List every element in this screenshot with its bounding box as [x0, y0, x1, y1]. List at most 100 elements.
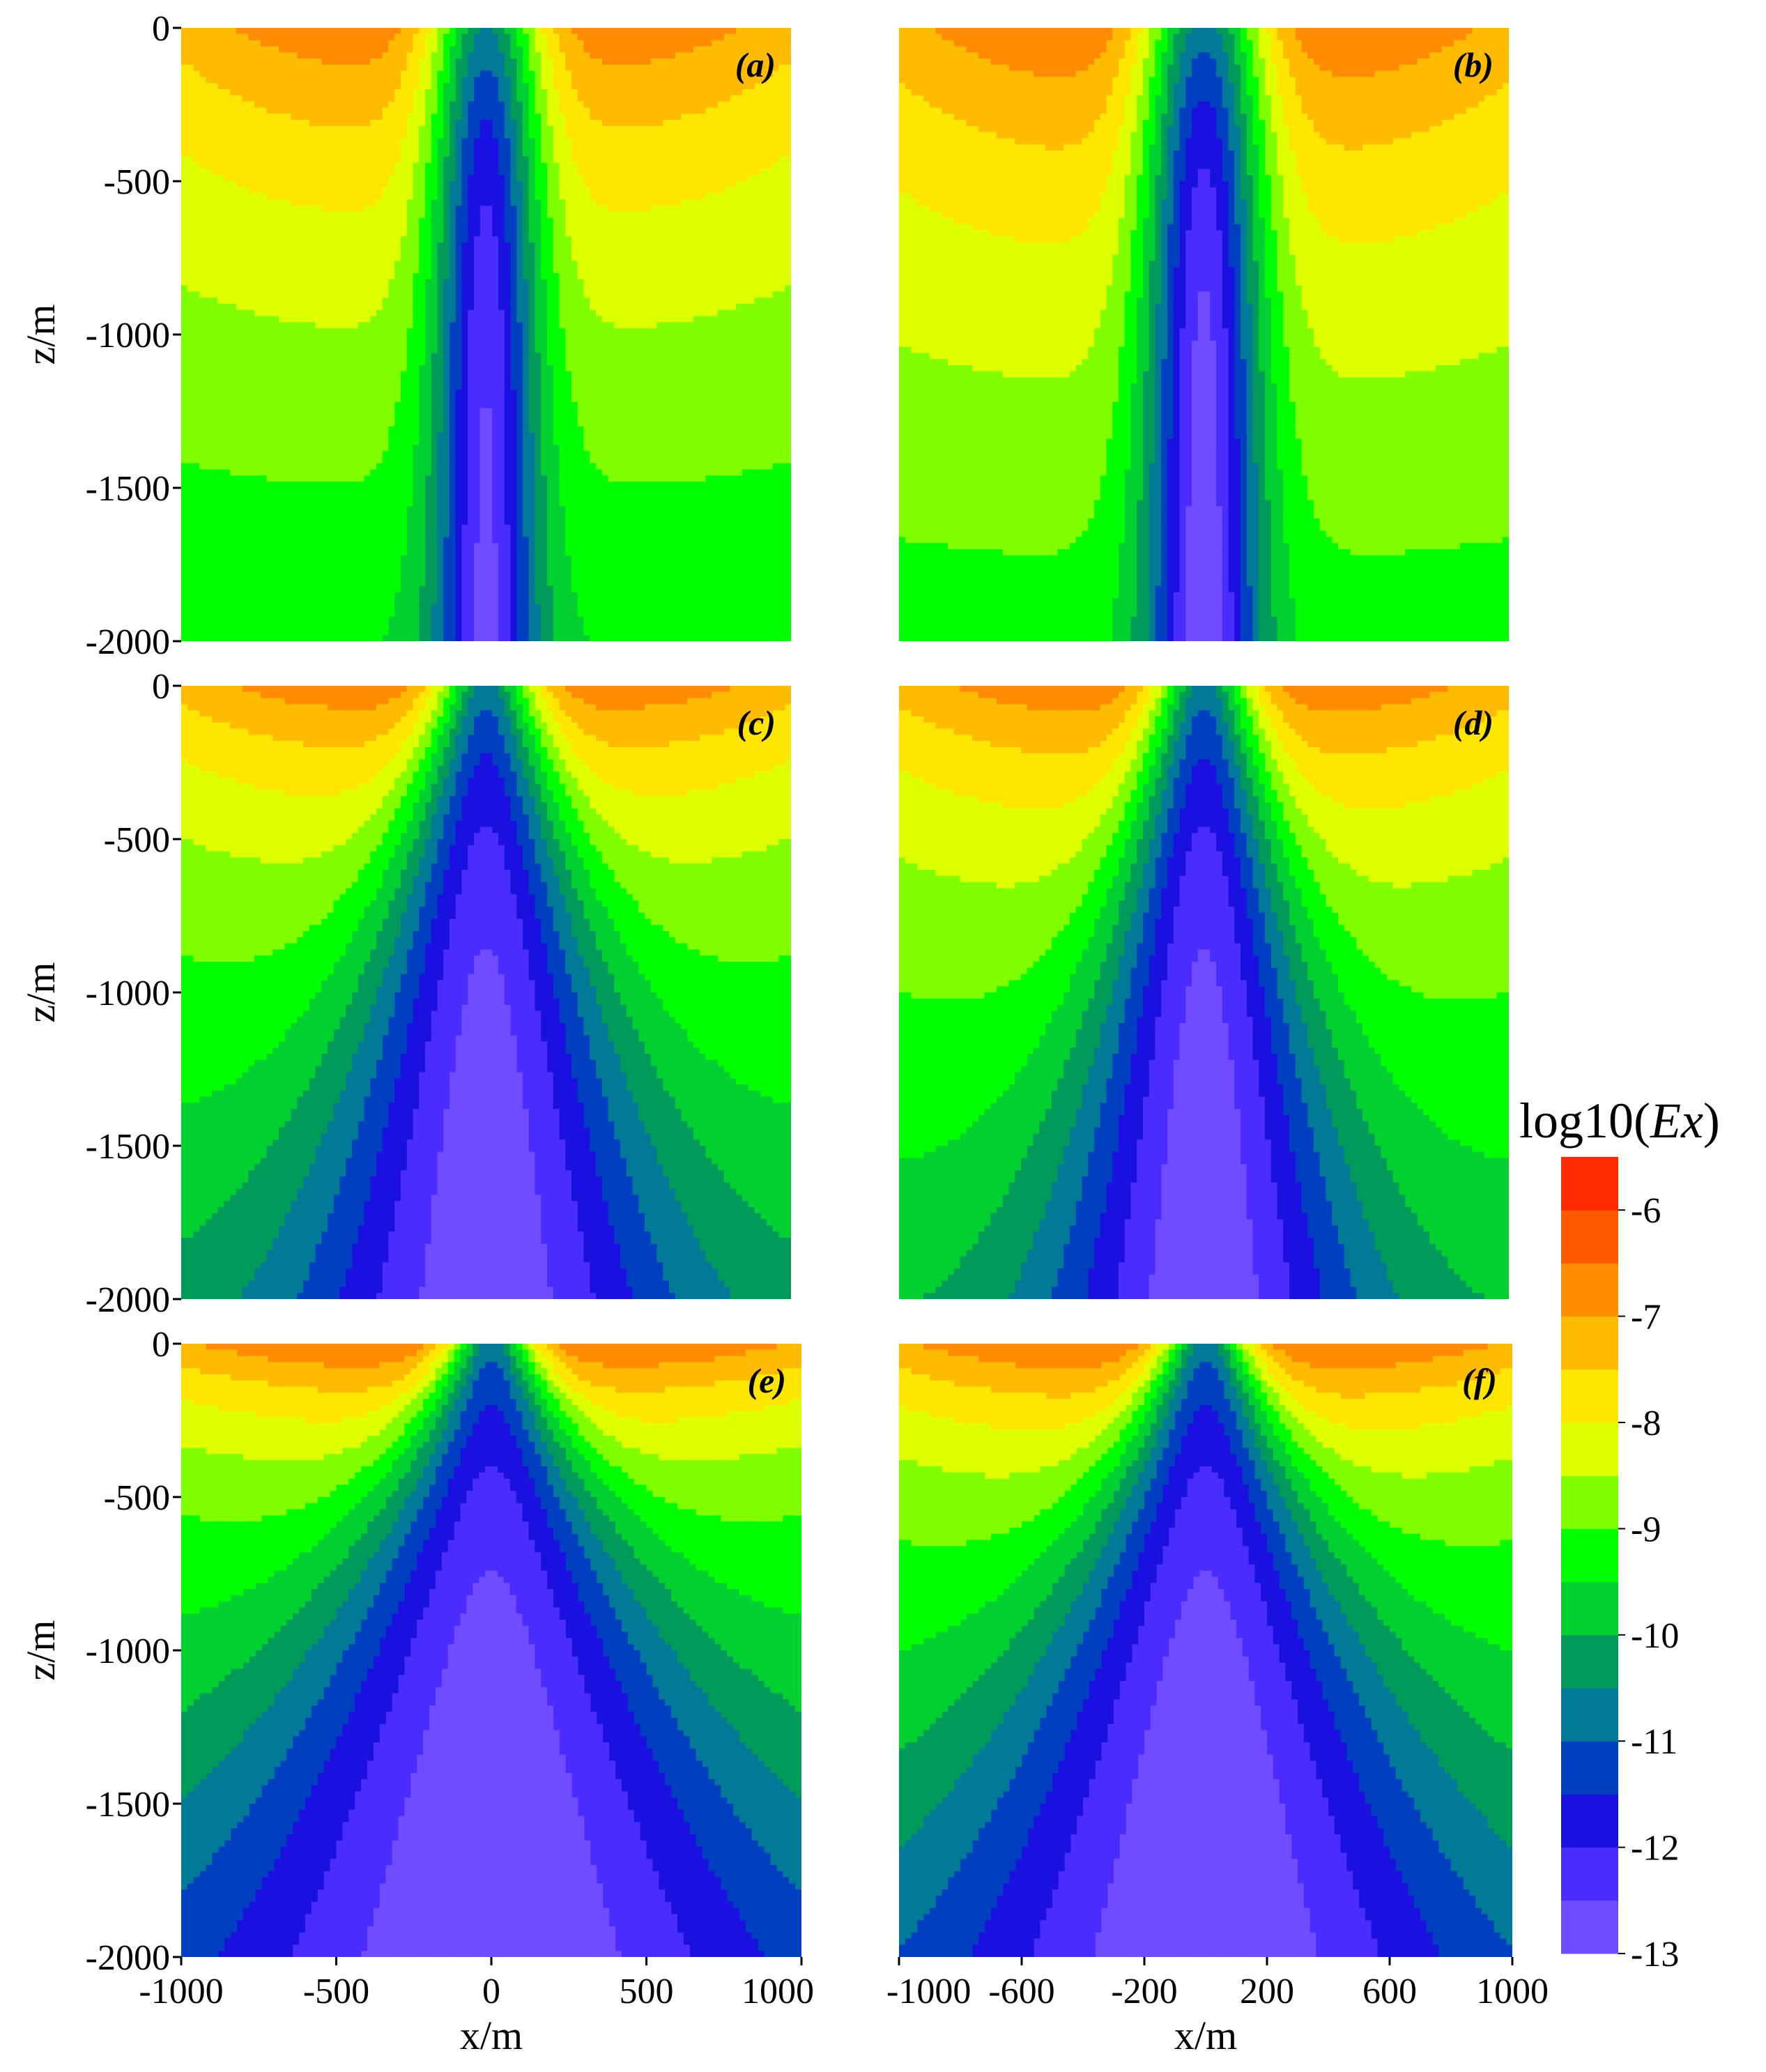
field-cell	[682, 298, 689, 305]
field-cell	[206, 243, 213, 250]
field-cell	[364, 310, 371, 317]
field-cell	[181, 298, 188, 305]
field-cell	[638, 138, 645, 145]
field-cell	[651, 89, 658, 96]
field-cell	[565, 224, 572, 231]
field-cell	[627, 102, 634, 109]
field-cell	[748, 236, 755, 243]
field-cell	[565, 279, 572, 286]
field-cell	[248, 249, 255, 256]
field-cell	[755, 255, 762, 262]
field-cell	[779, 59, 786, 66]
field-cell	[565, 236, 572, 243]
field-cell	[553, 298, 560, 305]
field-cell	[712, 46, 719, 53]
field-cell	[693, 34, 700, 41]
field-cell	[773, 114, 780, 121]
field-cell	[682, 261, 689, 268]
field-cell	[584, 89, 591, 96]
field-cell	[541, 286, 548, 293]
field-cell	[340, 273, 347, 280]
field-cell	[638, 249, 645, 256]
field-cell	[547, 291, 554, 298]
field-cell	[663, 298, 670, 305]
field-cell	[645, 77, 652, 84]
field-cell	[352, 286, 359, 293]
field-cell	[443, 181, 450, 188]
field-cell	[608, 322, 615, 329]
field-cell	[187, 95, 194, 102]
field-cell	[682, 59, 689, 66]
field-cell	[645, 126, 652, 133]
field-cell	[767, 316, 774, 323]
field-cell	[638, 224, 645, 231]
field-cell	[474, 102, 481, 109]
field-cell	[706, 199, 713, 206]
field-cell	[352, 163, 359, 170]
field-cell	[389, 212, 396, 219]
field-cell	[760, 328, 767, 335]
field-cell	[565, 157, 572, 164]
field-cell	[541, 187, 548, 194]
field-cell	[212, 206, 219, 213]
field-cell	[620, 157, 627, 164]
field-cell	[425, 224, 432, 231]
field-cell	[358, 151, 365, 158]
field-cell	[523, 310, 530, 317]
field-cell	[645, 83, 652, 90]
field-cell	[431, 255, 438, 262]
field-cell	[370, 249, 377, 256]
field-cell	[638, 120, 645, 127]
field-cell	[571, 59, 578, 66]
field-cell	[553, 28, 560, 35]
field-cell	[272, 114, 279, 121]
field-cell	[718, 89, 725, 96]
field-cell	[407, 163, 414, 170]
field-cell	[443, 144, 450, 151]
field-cell	[718, 224, 725, 231]
field-cell	[181, 316, 188, 323]
field-cell	[340, 114, 347, 121]
field-cell	[663, 243, 670, 250]
field-cell	[194, 28, 201, 35]
field-cell	[730, 138, 737, 145]
field-cell	[254, 132, 261, 139]
field-cell	[700, 212, 707, 219]
field-cell	[730, 224, 737, 231]
field-cell	[511, 52, 518, 59]
field-cell	[578, 286, 585, 293]
field-cell	[364, 157, 371, 164]
field-cell	[236, 126, 243, 133]
field-cell	[364, 273, 371, 280]
field-cell	[224, 304, 231, 311]
field-cell	[443, 218, 450, 225]
field-cell	[364, 52, 371, 59]
field-cell	[516, 212, 523, 219]
field-cell	[218, 310, 225, 317]
field-cell	[492, 59, 499, 66]
field-cell	[706, 279, 713, 286]
field-cell	[645, 298, 652, 305]
field-cell	[456, 114, 463, 121]
field-cell	[596, 77, 603, 84]
field-cell	[785, 144, 792, 151]
field-cell	[748, 273, 755, 280]
field-cell	[413, 199, 420, 206]
field-cell	[199, 34, 206, 41]
field-cell	[303, 65, 310, 72]
field-cell	[608, 328, 615, 335]
field-cell	[230, 236, 237, 243]
field-cell	[199, 144, 206, 151]
field-cell	[443, 77, 450, 84]
field-cell	[596, 181, 603, 188]
field-cell	[492, 120, 499, 127]
field-cell	[194, 328, 201, 335]
field-cell	[480, 71, 487, 78]
field-cell	[480, 273, 487, 280]
field-cell	[297, 199, 304, 206]
field-cell	[443, 132, 450, 139]
field-cell	[413, 126, 420, 133]
field-cell	[602, 144, 609, 151]
field-cell	[638, 46, 645, 53]
field-cell	[187, 169, 194, 176]
